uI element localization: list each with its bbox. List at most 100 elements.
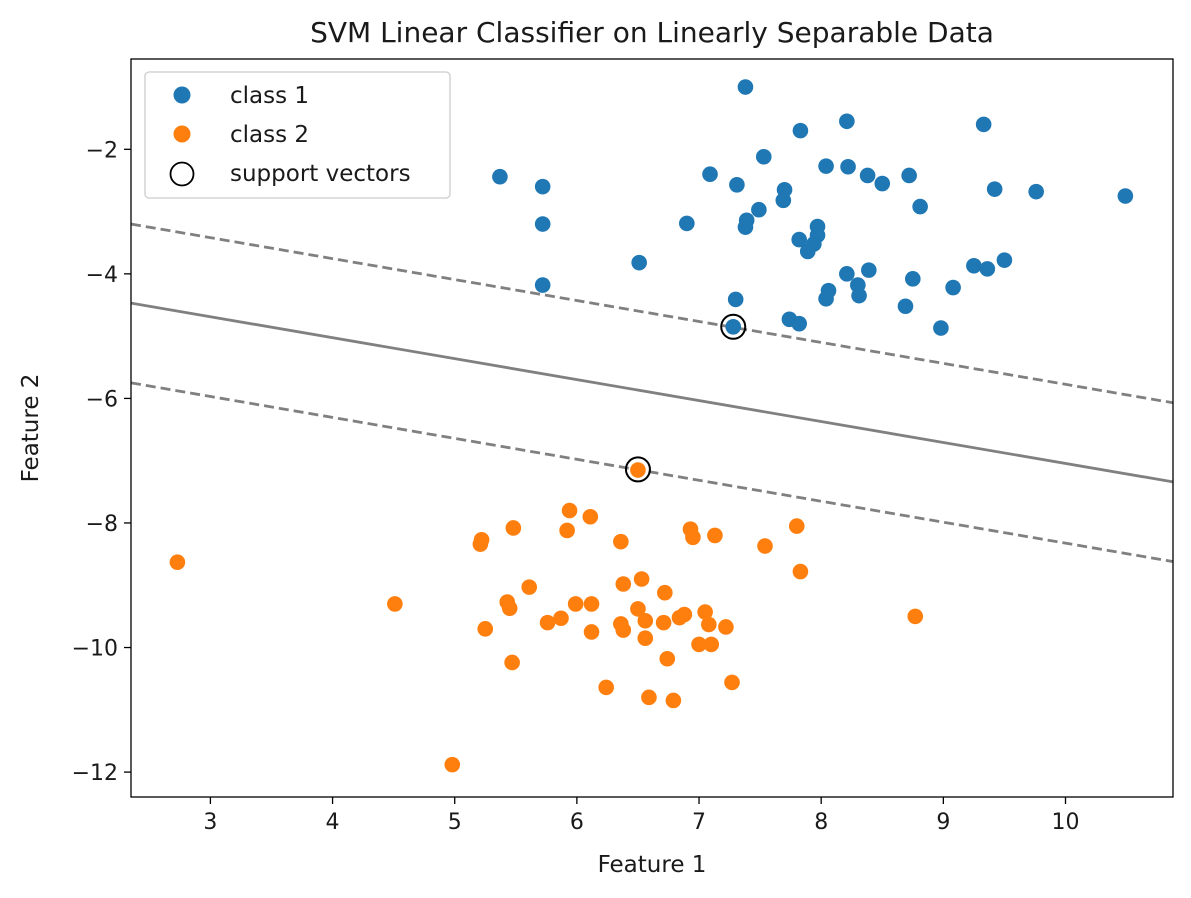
y-tick-label: −12 [72,761,118,786]
class-1-point [727,291,744,308]
class-2-point [665,692,682,709]
support-vector-marker [624,456,651,483]
class-1-point [775,192,792,209]
class-2-point [559,522,575,539]
class-1-point [791,315,807,332]
class-1-point [702,166,718,183]
class-2-point [633,571,650,587]
class-2-point [505,520,522,536]
class-2-point [703,636,720,653]
class-1-point [839,113,855,130]
class-1-point [534,216,551,232]
class-2-point [444,756,461,773]
chart-title: SVM Linear Classifier on Linearly Separa… [310,16,994,49]
class-1-point [492,168,508,185]
class-1-point [966,257,982,274]
class-2-point [613,533,629,550]
class-2-point [630,601,646,617]
class-2-point [582,508,599,525]
class-1-point [755,148,772,165]
class-2-point [553,610,569,627]
class-2-point [718,619,734,635]
x-axis-ticks: 3 4 5 6 7 8 9 10 [203,797,1080,835]
x-axis-label: Feature 1 [598,852,707,878]
y-tick-label: −8 [86,512,118,537]
class-2-point [757,538,773,554]
class-1-point [996,252,1013,268]
boundary-lines [131,222,1173,563]
class-2-point [685,529,701,546]
class-1-point [792,122,809,139]
class-1-point [986,181,1003,197]
class-2-point [615,622,632,638]
class-2-point [561,502,578,519]
x-tick-label: 5 [448,810,462,835]
class-1-point [534,277,551,293]
x-tick-label: 9 [936,810,950,835]
x-tick-label: 7 [692,810,706,835]
class-2-point [583,624,600,640]
class-2-point [907,608,924,625]
class-2-point [724,674,740,691]
x-tick-label: 4 [326,810,340,835]
support-vector-marker [720,313,747,340]
class-2-point [567,596,584,612]
class-2-point [697,604,713,620]
class-2-point [472,536,489,552]
class-1-point [737,79,754,95]
class-1-point [979,261,996,277]
class-1-point [737,219,754,235]
class-1-point [912,198,928,215]
margin-line [131,381,1173,563]
class-2-point [792,563,809,580]
legend-box [144,71,451,199]
class-1-point [861,262,877,278]
legend: class 1 class 2 support vectors [144,71,451,199]
class-2-point [637,630,654,646]
class-1-point [751,201,767,218]
y-axis-label: Feature 2 [18,374,44,483]
y-tick-label: −2 [86,138,118,163]
legend-marker-class-1 [173,86,191,104]
class-1-point [679,215,695,232]
y-tick-label: −6 [86,387,118,412]
class-1-point [818,290,834,307]
y-tick-label: −4 [86,263,118,288]
class-2-point [641,689,657,706]
class-2-point [657,584,673,601]
class-1-point [818,158,834,174]
legend-label-class-1: class 1 [230,83,309,109]
y-axis-ticks: −2 −4 −6 −8 −10 −12 [72,138,131,786]
data-points [169,79,1134,773]
class-2-point [630,462,646,478]
class-1-point [1028,183,1044,200]
class-2-point [169,554,186,571]
legend-marker-support-vectors [169,161,195,187]
class-1-point [851,287,867,304]
class-2-point [598,679,614,696]
class-1-point [725,318,742,335]
x-tick-label: 6 [570,810,584,835]
class-2-point [615,576,632,592]
class-2-point [539,614,556,631]
x-tick-label: 3 [203,810,217,835]
class-1-point [905,271,921,287]
class-1-point [859,167,876,184]
class-1-point [839,266,855,282]
class-2-point [477,621,494,637]
class-1-point [534,178,551,195]
decision-boundary-line [131,301,1173,484]
class-2-point [707,527,723,544]
legend-marker-class-2 [173,125,191,143]
margin-line [131,222,1173,405]
class-2-point [387,596,403,612]
class-2-point [521,579,538,595]
class-1-point [631,254,647,271]
class-1-point [1117,188,1134,204]
class-1-point [799,243,816,260]
legend-label-class-2: class 2 [230,122,309,148]
class-1-point [874,175,891,192]
class-2-point [504,654,520,671]
class-2-point [671,609,688,626]
